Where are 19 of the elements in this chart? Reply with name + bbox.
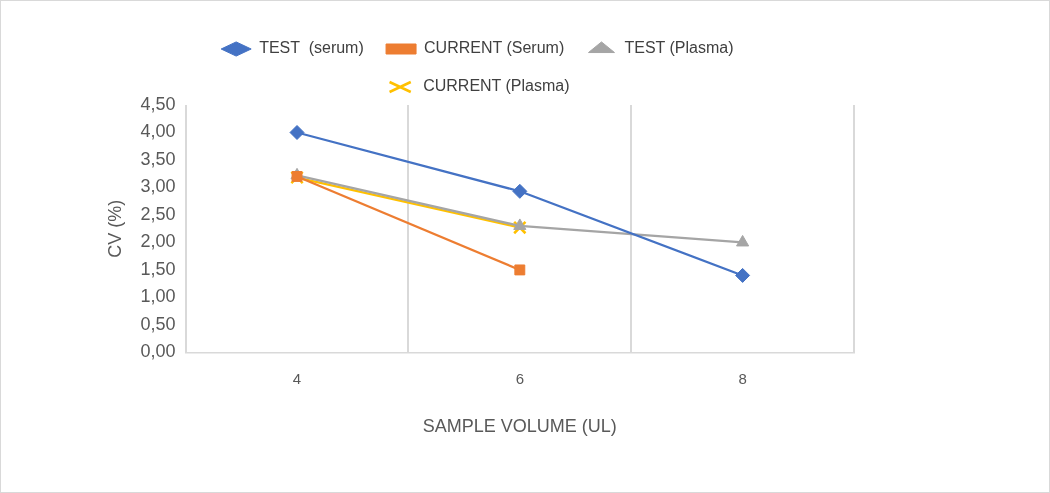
y-tick-label: 2,00 [140,231,176,252]
y-tick-label: 1,00 [140,286,176,307]
y-tick-label: 2,50 [140,203,176,224]
x-tick-label: 8 [738,369,747,387]
x-tick-label: 4 [292,369,302,387]
y-tick-label: 0,50 [140,313,176,334]
legend-label: CURRENT (Serum) [424,39,565,57]
y-tick-label: 4,00 [140,121,176,142]
y-axis-title: CV (%) [104,199,125,258]
legend-label: TEST (serum) [259,39,364,57]
y-tick-label: 3,00 [140,176,176,197]
x-tick-label: 6 [515,369,524,387]
y-tick-label: 1,50 [140,258,176,279]
y-tick-label: 4,50 [140,93,176,114]
legend-label: TEST (Plasma) [624,39,734,57]
legend-label: CURRENT (Plasma) [423,77,570,95]
y-tick-label: 3,50 [140,148,176,169]
y-tick-label: 0,00 [140,341,176,362]
x-axis-title: SAMPLE VOLUME (UL) [422,416,617,437]
